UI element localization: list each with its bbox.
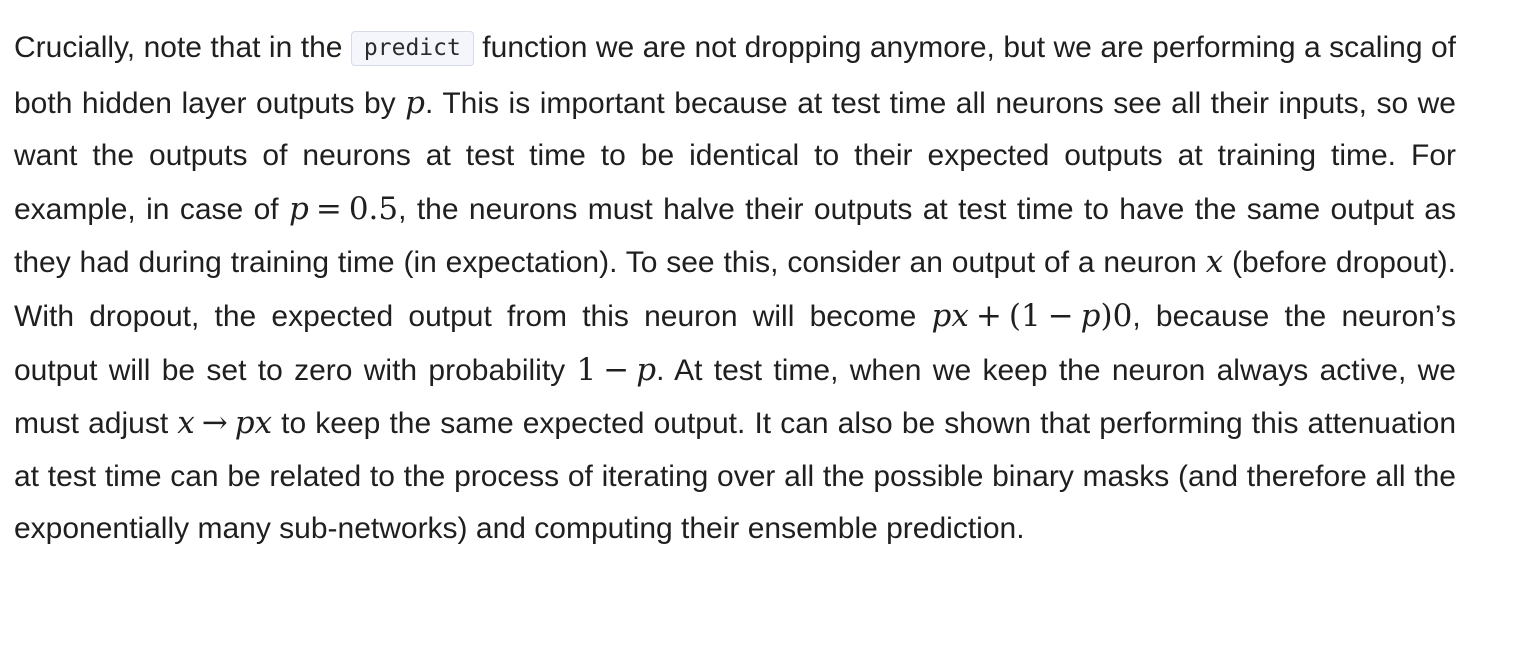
text-segment: to keep the same expected output. It can… — [14, 407, 1457, 546]
math-one: 1 — [576, 351, 597, 388]
math-p: p — [1080, 297, 1101, 334]
text-segment: . At test time, when we keep the neuron … — [14, 353, 1456, 441]
math-adjust: x → px — [177, 405, 272, 441]
math-p: p — [636, 351, 657, 388]
math-minus: − — [1047, 297, 1074, 334]
math-expected-output: px + (1− p)0 — [932, 298, 1133, 334]
math-px: px — [931, 297, 969, 334]
math-arrow: → — [201, 405, 228, 442]
math-p: p — [405, 84, 426, 121]
math-plus: + — [975, 297, 1002, 334]
text-segment: (before dropout). With dropout, the expe… — [14, 246, 1456, 333]
math-paren-open: (1 — [1008, 297, 1041, 334]
math-px: px — [234, 405, 273, 442]
text-segment: , because the neuron’s output will be se… — [14, 299, 1456, 387]
math-paren-close: )0 — [1100, 297, 1133, 334]
math-equation: p = 0.5 — [289, 191, 398, 227]
inline-code-predict: predict — [350, 31, 474, 66]
math-minus: − — [603, 351, 630, 388]
text-segment: . This is important because at test time… — [14, 86, 1456, 226]
dropout-paragraph: Crucially, note that in the predict func… — [14, 22, 1456, 556]
math-number: 0.5 — [348, 190, 399, 227]
text-segment: , the neurons must halve their outputs a… — [14, 192, 1456, 280]
math-p: p — [288, 190, 309, 227]
text-segment: function we are not dropping anymore, bu… — [14, 31, 1456, 120]
math-x: x — [177, 405, 195, 442]
document-body: Crucially, note that in the predict func… — [14, 22, 1456, 556]
math-equals: = — [315, 190, 342, 227]
text-segment: Crucially, note that in the — [14, 31, 351, 64]
math-probability: 1− p — [577, 352, 657, 388]
math-x: x — [1205, 244, 1224, 281]
